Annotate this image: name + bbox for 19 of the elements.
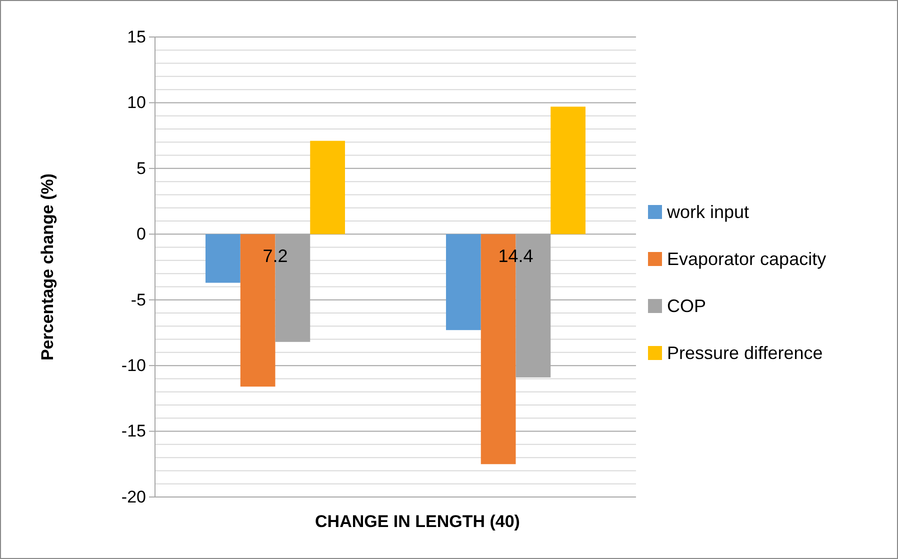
y-tick-label: -20 (121, 487, 146, 506)
legend-label: COP (667, 296, 706, 316)
bar (206, 234, 240, 283)
y-axis-title: Percentage change (%) (38, 173, 57, 361)
y-tick-label: 10 (127, 93, 146, 112)
y-tick-label: -15 (121, 422, 146, 441)
y-tick-label: -5 (130, 290, 146, 310)
bar (446, 234, 481, 330)
legend-label: Pressure difference (667, 343, 823, 363)
x-axis-title: CHANGE IN LENGTH (40) (315, 512, 520, 531)
y-tick-label: 15 (127, 27, 146, 46)
bar (550, 106, 586, 234)
x-tick-label: 7.2 (262, 246, 288, 266)
y-tick-label: 0 (136, 224, 146, 244)
y-tick-label: 5 (136, 158, 146, 178)
bar (310, 140, 345, 234)
legend-label: Evaporator capacity (667, 249, 826, 269)
legend-label: work input (666, 202, 750, 222)
y-tick-label: -10 (121, 356, 146, 376)
